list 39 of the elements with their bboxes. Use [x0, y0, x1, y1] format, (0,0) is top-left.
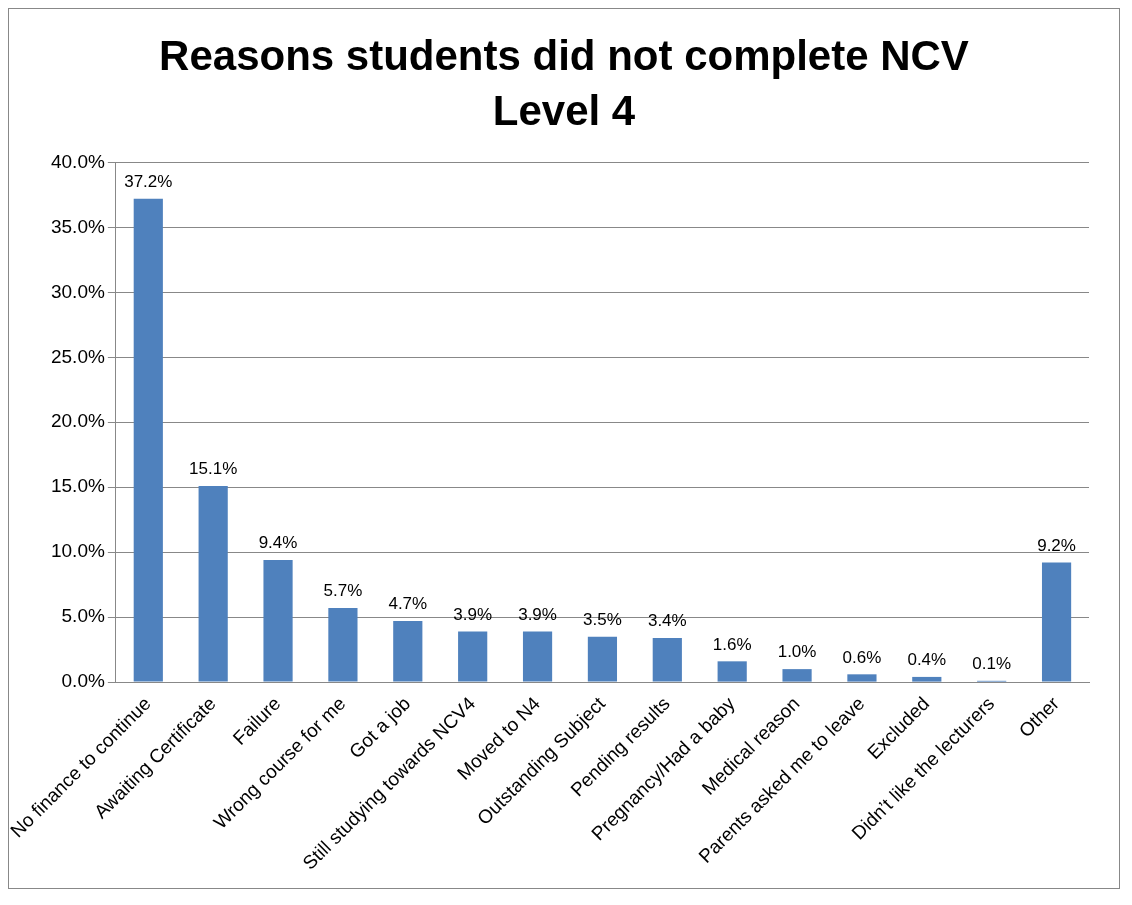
- bar: [328, 608, 358, 682]
- bar: [458, 631, 488, 682]
- bar: [133, 198, 163, 682]
- data-label: 0.1%: [972, 654, 1012, 674]
- data-label: 9.4%: [258, 533, 298, 553]
- data-label: 3.5%: [583, 610, 622, 630]
- bar: [522, 631, 553, 682]
- y-tick-label: 0.0%: [61, 670, 105, 692]
- y-tick-label: 25.0%: [50, 345, 105, 367]
- data-label: 15.1%: [189, 459, 238, 479]
- y-tick-label: 10.0%: [50, 540, 105, 562]
- bar: [1041, 562, 1072, 682]
- y-tick-label: 40.0%: [50, 150, 105, 172]
- data-label: 0.4%: [907, 650, 947, 670]
- data-label: 0.6%: [842, 647, 882, 667]
- bar: [652, 638, 682, 682]
- data-label: 3.9%: [518, 604, 557, 624]
- data-label: 37.2%: [124, 172, 173, 192]
- data-label: 9.2%: [1037, 535, 1076, 555]
- bar: [263, 560, 293, 682]
- y-tick-label: 15.0%: [50, 475, 105, 497]
- y-tick-label: 35.0%: [50, 215, 105, 237]
- data-label: 4.7%: [388, 594, 428, 614]
- data-label: 5.7%: [323, 581, 363, 601]
- bar: [912, 677, 942, 682]
- bar: [393, 621, 423, 682]
- bar: [717, 661, 747, 682]
- data-label: 1.0%: [777, 642, 817, 662]
- y-tick-label: 20.0%: [50, 410, 105, 432]
- y-tick-label: 30.0%: [50, 280, 105, 302]
- data-label: 3.9%: [453, 604, 493, 624]
- bar: [198, 486, 228, 682]
- y-tick-label: 5.0%: [61, 605, 105, 627]
- bar: [587, 636, 618, 682]
- bar: [782, 669, 812, 682]
- bar: [847, 674, 877, 682]
- data-label: 1.6%: [712, 634, 752, 654]
- data-label: 3.4%: [647, 611, 687, 631]
- chart-title: Reasons students did not complete NCV Level 4: [158, 31, 970, 136]
